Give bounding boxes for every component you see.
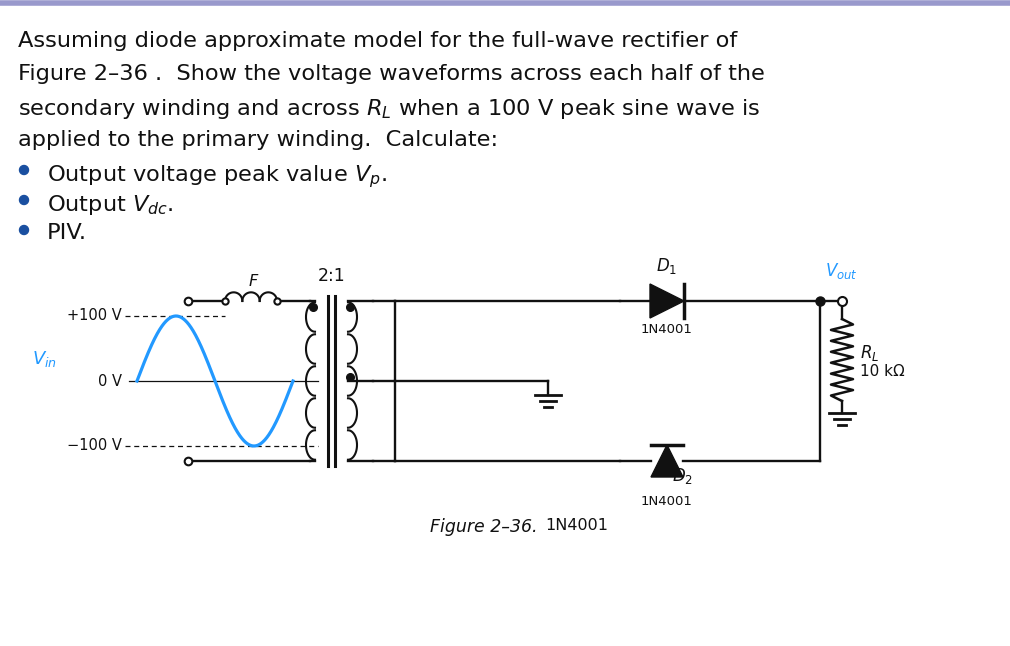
Text: +100 V: +100 V	[68, 309, 122, 324]
Text: F: F	[248, 274, 258, 289]
Text: 10 kΩ: 10 kΩ	[860, 364, 905, 379]
Text: PIV.: PIV.	[47, 223, 87, 243]
Text: $V_{in}$: $V_{in}$	[32, 349, 57, 369]
Text: Figure 2–36 .  Show the voltage waveforms across each half of the: Figure 2–36 . Show the voltage waveforms…	[18, 64, 765, 84]
Text: applied to the primary winding.  Calculate:: applied to the primary winding. Calculat…	[18, 130, 498, 150]
Text: −100 V: −100 V	[67, 439, 122, 453]
Text: 1N4001: 1N4001	[641, 323, 693, 336]
Text: 1N4001: 1N4001	[545, 518, 608, 533]
Text: Figure 2–36.: Figure 2–36.	[430, 518, 537, 536]
Text: Output $V_{dc}$.: Output $V_{dc}$.	[47, 193, 174, 217]
Circle shape	[19, 225, 28, 234]
Text: 0 V: 0 V	[98, 373, 122, 388]
Circle shape	[19, 196, 28, 205]
Circle shape	[19, 165, 28, 174]
Polygon shape	[651, 445, 683, 477]
Polygon shape	[650, 284, 684, 318]
Text: $D_2$: $D_2$	[672, 466, 693, 486]
Text: Assuming diode approximate model for the full-wave rectifier of: Assuming diode approximate model for the…	[18, 31, 737, 51]
Text: Output voltage peak value $V_p$.: Output voltage peak value $V_p$.	[47, 163, 387, 190]
Text: 1N4001: 1N4001	[641, 495, 693, 508]
Text: $D_1$: $D_1$	[656, 256, 678, 276]
Text: 2:1: 2:1	[317, 267, 345, 285]
Text: $R_L$: $R_L$	[860, 343, 880, 363]
Text: secondary winding and across $R_L$ when a 100 V peak sine wave is: secondary winding and across $R_L$ when …	[18, 97, 761, 121]
Text: $V_{out}$: $V_{out}$	[825, 261, 857, 281]
